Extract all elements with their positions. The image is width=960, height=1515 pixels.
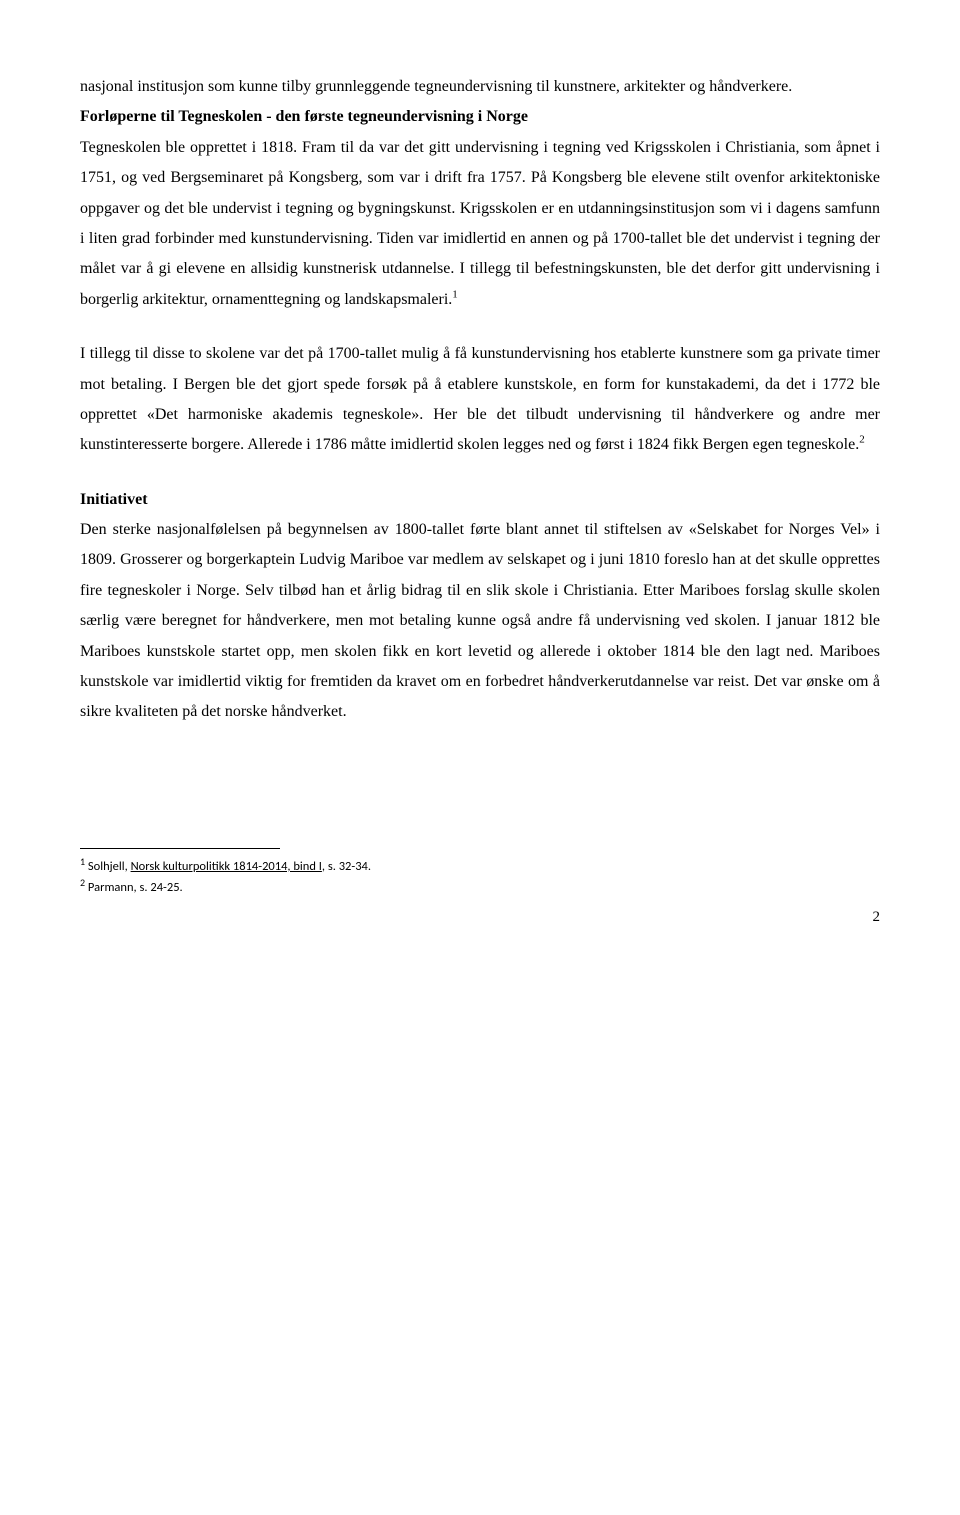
footnote-2: 2 Parmann, s. 24-25. [80, 876, 880, 897]
section-forlopere: Forløperne til Tegneskolen - den første … [80, 102, 880, 315]
footnote-2-text: Parmann, s. 24-25. [85, 880, 183, 895]
heading-initiativet: Initiativet [80, 491, 148, 508]
body-forlopere: Tegneskolen ble opprettet i 1818. Fram t… [80, 139, 880, 308]
footnote-1: 1 Solhjell, Norsk kulturpolitikk 1814-20… [80, 855, 880, 876]
footnote-ref-1: 1 [452, 288, 458, 300]
heading-forlopere: Forløperne til Tegneskolen - den første … [80, 108, 528, 125]
footnote-1-before: Solhjell, [85, 859, 131, 874]
footnote-1-after: , s. 32-34. [322, 859, 371, 874]
para-bergen: I tillegg til disse to skolene var det p… [80, 339, 880, 461]
body-initiativet: Den sterke nasjonalfølelsen på begynnels… [80, 521, 880, 720]
footnote-separator [80, 848, 280, 855]
footnote-ref-2: 2 [859, 434, 865, 446]
page-number: 2 [80, 903, 880, 932]
body-bergen: I tillegg til disse to skolene var det p… [80, 345, 880, 453]
section-initiativet: Initiativet Den sterke nasjonalfølelsen … [80, 485, 880, 728]
intro-continuation: nasjonal institusjon som kunne tilby gru… [80, 72, 880, 102]
footnote-1-title: Norsk kulturpolitikk 1814-2014, bind I [131, 859, 322, 874]
